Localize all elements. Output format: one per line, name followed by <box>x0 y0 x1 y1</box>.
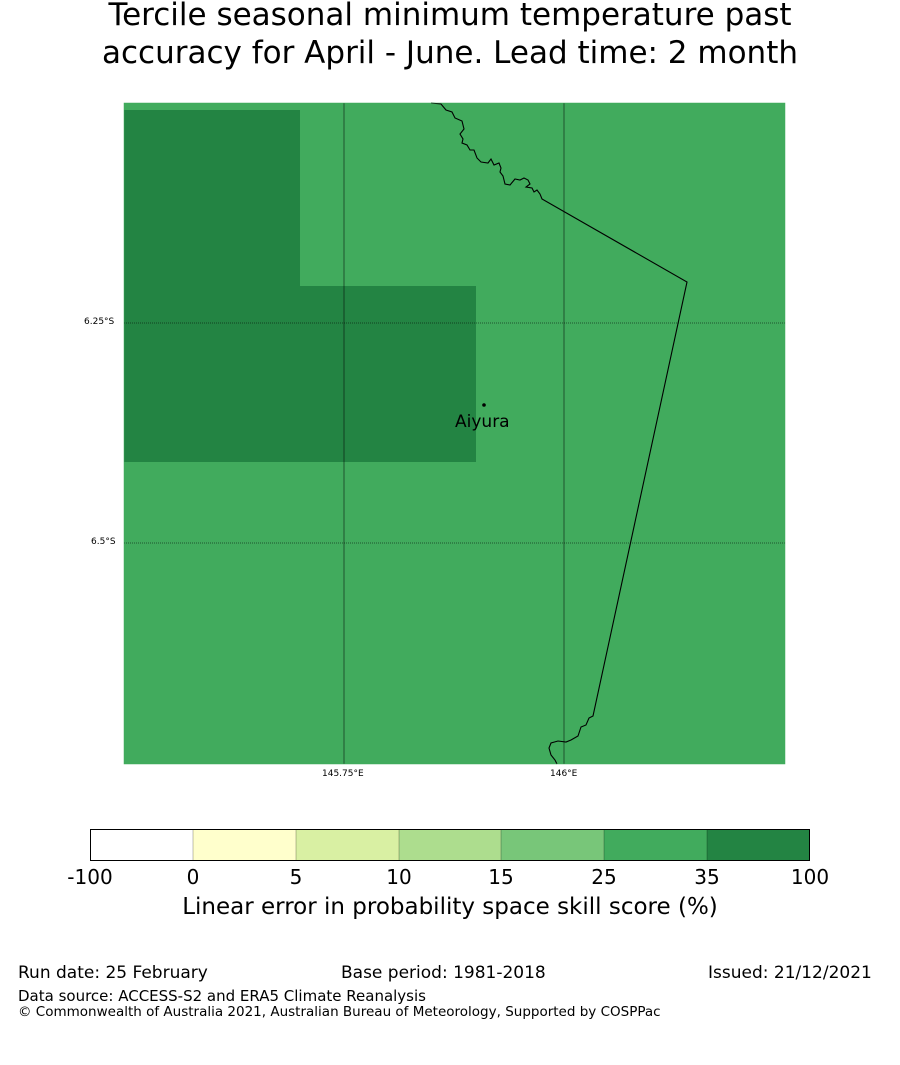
chart-title: Tercile seasonal minimum temperature pas… <box>0 0 900 72</box>
colorbar-tick: 35 <box>694 865 720 889</box>
run-date: Run date: 25 February <box>18 963 208 983</box>
skill-cell-dark-1 <box>124 110 300 286</box>
colorbar-tick: -100 <box>67 865 113 889</box>
lat-tick-6-25: 6.25°S <box>84 317 115 327</box>
colorbar-dividers <box>192 829 708 861</box>
colorbar-tick: 15 <box>488 865 514 889</box>
colorbar-tick: 25 <box>591 865 617 889</box>
map-panel <box>123 102 786 765</box>
base-period: Base period: 1981-2018 <box>341 963 546 983</box>
colorbar-segment <box>193 829 296 861</box>
colorbar-segment <box>501 829 604 861</box>
city-label-aiyura: Aiyura <box>455 412 510 432</box>
colorbar-segment <box>399 829 501 861</box>
colorbar-segment <box>707 829 810 861</box>
coastline-border <box>430 102 688 765</box>
colorbar <box>90 829 810 861</box>
colorbar-tick: 0 <box>186 865 200 889</box>
title-line-1: Tercile seasonal minimum temperature pas… <box>108 0 792 33</box>
colorbar-segment <box>296 829 399 861</box>
lat-tick-6-5: 6.5°S <box>91 537 116 547</box>
copyright: © Commonwealth of Australia 2021, Austra… <box>18 1004 661 1020</box>
colorbar-segment <box>90 829 193 861</box>
lon-tick-145-75: 145.75°E <box>322 769 364 779</box>
lon-tick-146: 146°E <box>550 769 578 779</box>
colorbar-tick: 10 <box>386 865 412 889</box>
colorbar-segment <box>604 829 707 861</box>
issued-date: Issued: 21/12/2021 <box>708 963 872 983</box>
map-frame <box>123 102 786 765</box>
aiyura-marker <box>482 403 486 407</box>
colorbar-tick: 5 <box>289 865 303 889</box>
skill-cell-dark-2 <box>124 286 476 462</box>
colorbar-tick: 100 <box>790 865 830 889</box>
title-line-2: accuracy for April - June. Lead time: 2 … <box>101 35 799 71</box>
data-source: Data source: ACCESS-S2 and ERA5 Climate … <box>18 987 426 1005</box>
colorbar-label: Linear error in probability space skill … <box>182 894 718 920</box>
colorbar-frame <box>90 829 810 861</box>
